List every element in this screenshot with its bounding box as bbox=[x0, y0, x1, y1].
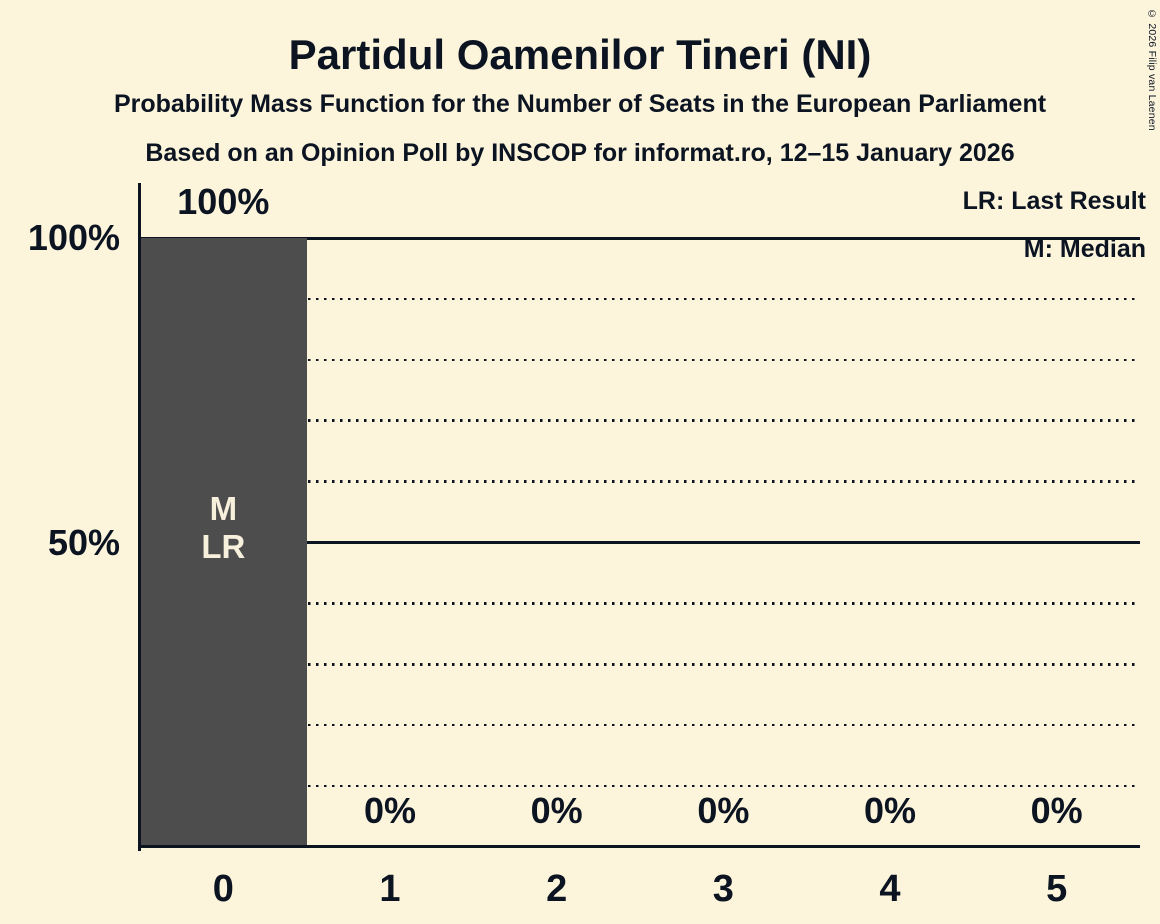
x-tick-2: 2 bbox=[546, 868, 568, 910]
legend-last-result: LR: Last Result bbox=[962, 187, 1146, 215]
x-tick-5: 5 bbox=[1046, 868, 1068, 910]
y-tick-100-percent: 100% bbox=[27, 217, 120, 258]
bar-value-label-3: 0% bbox=[697, 790, 750, 831]
copyright-notice: © 2026 Filip van Laenen bbox=[1146, 8, 1158, 131]
gridline-10-percent bbox=[140, 784, 1140, 788]
bar-marker-m-lr: M LR bbox=[201, 490, 246, 565]
bar-seats-0 bbox=[140, 238, 307, 847]
gridline-90-percent bbox=[140, 297, 1140, 301]
x-axis bbox=[138, 845, 1140, 848]
chart-title: Partidul Oamenilor Tineri (NI) bbox=[288, 31, 872, 78]
legend-median: M: Median bbox=[1023, 235, 1146, 263]
x-tick-0: 0 bbox=[212, 868, 234, 910]
x-tick-3: 3 bbox=[712, 868, 734, 910]
bar-value-label-4: 0% bbox=[863, 790, 916, 831]
bar-value-label-2: 0% bbox=[530, 790, 583, 831]
bar-value-label-0: 100% bbox=[177, 181, 270, 222]
bar-value-label-1: 0% bbox=[363, 790, 416, 831]
y-axis bbox=[138, 183, 141, 851]
chart-source-line: Based on an Opinion Poll by INSCOP for i… bbox=[145, 139, 1015, 167]
x-tick-4: 4 bbox=[879, 868, 901, 910]
plot-area: 100% M LR 0% 0% 0% 0% 0% bbox=[140, 182, 1140, 847]
gridline-100-percent bbox=[140, 236, 1140, 240]
gridline-70-percent bbox=[140, 419, 1140, 422]
gridline-20-percent bbox=[140, 723, 1140, 727]
gridline-30-percent bbox=[140, 663, 1140, 666]
x-tick-1: 1 bbox=[379, 868, 401, 910]
gridline-60-percent bbox=[140, 480, 1140, 483]
gridline-80-percent bbox=[140, 358, 1140, 362]
gridline-40-percent bbox=[140, 602, 1140, 605]
gridline-50-percent bbox=[140, 541, 1140, 544]
chart-subtitle: Probability Mass Function for the Number… bbox=[113, 90, 1047, 118]
bar-value-label-5: 0% bbox=[1030, 790, 1083, 831]
y-tick-50-percent: 50% bbox=[47, 521, 120, 563]
